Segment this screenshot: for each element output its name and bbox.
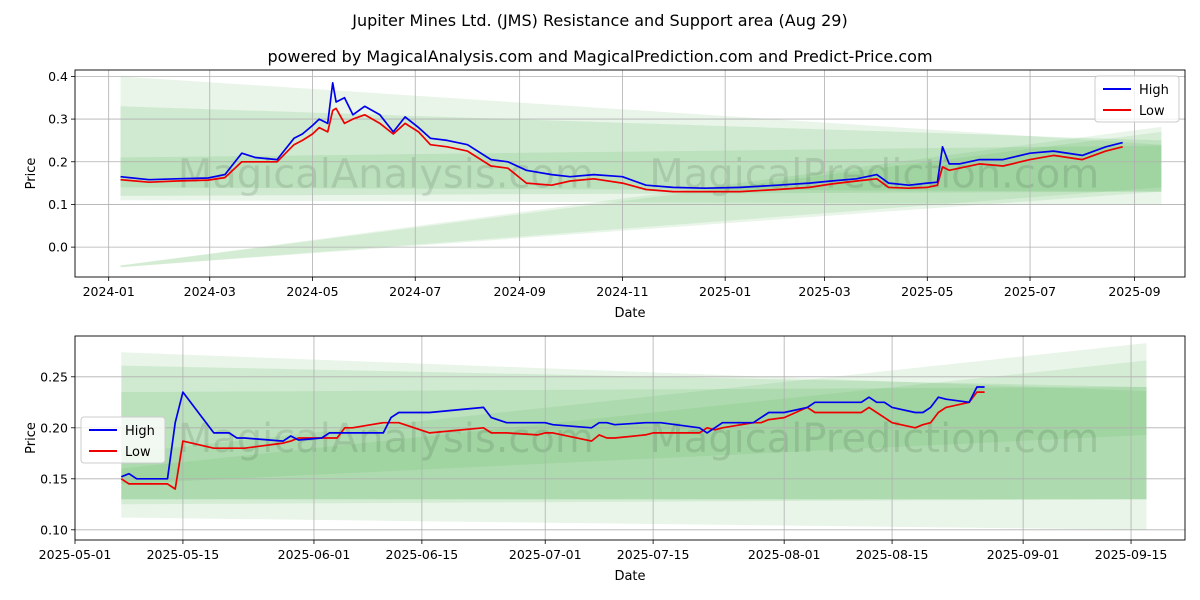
series-layer bbox=[120, 386, 985, 490]
legend-label-low: Low bbox=[125, 445, 151, 460]
series-line-high bbox=[120, 386, 985, 480]
chart-panel-1: MagicalAnalysis.com MagicalPrediction.com… bbox=[24, 69, 1186, 321]
support-resistance-band-3 bbox=[120, 145, 1162, 196]
legend-label-high: High bbox=[1139, 83, 1169, 98]
x-tick-label: 2025-07 bbox=[1004, 284, 1056, 299]
x-tick-label: 2025-07-01 bbox=[509, 547, 582, 562]
x-tick-label: 2024-07 bbox=[389, 284, 441, 299]
watermark-text: MagicalAnalysis.com bbox=[178, 152, 594, 198]
x-tick-label: 2025-01 bbox=[699, 284, 751, 299]
support-resistance-band-2 bbox=[120, 106, 1162, 192]
y-axis-label: Price bbox=[24, 158, 39, 190]
support-resistance-band-5 bbox=[121, 360, 1147, 484]
x-tick-label: 2025-09-01 bbox=[987, 547, 1060, 562]
y-tick-label: 0.25 bbox=[40, 369, 68, 384]
legend: High Low bbox=[80, 416, 166, 464]
x-axis-label: Date bbox=[614, 569, 645, 584]
y-tick-label: 0.20 bbox=[40, 420, 68, 435]
legend-label-low: Low bbox=[1139, 104, 1165, 119]
x-axis-label: Date bbox=[614, 306, 645, 321]
series-line-low bbox=[120, 391, 985, 490]
series-layer bbox=[120, 81, 1123, 193]
x-tick-label: 2024-05 bbox=[286, 284, 338, 299]
x-tick-label: 2024-11 bbox=[596, 284, 648, 299]
y-tick-label: 0.4 bbox=[48, 69, 68, 84]
plot-frame bbox=[74, 69, 1186, 278]
support-resistance-band-1 bbox=[121, 352, 1147, 530]
x-tick-label: 2025-08-01 bbox=[748, 547, 821, 562]
support-resistance-band-5 bbox=[120, 131, 1162, 268]
bands-layer bbox=[120, 76, 1162, 268]
support-resistance-band-3 bbox=[121, 387, 1147, 500]
y-tick-label: 0.1 bbox=[48, 197, 68, 212]
y-tick-label: 0.3 bbox=[48, 112, 68, 127]
watermark-text: MagicalPrediction.com bbox=[649, 416, 1099, 462]
y-tick-label: 0.10 bbox=[40, 522, 68, 537]
y-tick-label: 0.0 bbox=[48, 240, 68, 255]
y-tick-label: 0.2 bbox=[48, 154, 68, 169]
x-tick-label: 2024-01 bbox=[83, 284, 135, 299]
x-tick-label: 2024-09 bbox=[494, 284, 546, 299]
series-line-low bbox=[120, 107, 1123, 193]
legend-label-high: High bbox=[125, 424, 155, 439]
x-tick-label: 2024-03 bbox=[184, 284, 236, 299]
support-resistance-band-2 bbox=[121, 365, 1147, 500]
chart-title: Jupiter Mines Ltd. (JMS) Resistance and … bbox=[351, 11, 847, 30]
series-line-high bbox=[120, 81, 1123, 190]
y-tick-label: 0.15 bbox=[40, 471, 68, 486]
x-tick-label: 2025-03 bbox=[798, 284, 850, 299]
chart-subtitle: powered by MagicalAnalysis.com and Magic… bbox=[267, 47, 932, 66]
x-tick-label: 2025-06-15 bbox=[386, 547, 459, 562]
x-tick-label: 2025-09 bbox=[1108, 284, 1160, 299]
plot-frame bbox=[74, 335, 1186, 541]
legend: High Low bbox=[1094, 75, 1180, 123]
x-tick-label: 2025-05-15 bbox=[147, 547, 220, 562]
x-tick-label: 2025-05-01 bbox=[39, 547, 112, 562]
bands-layer bbox=[121, 343, 1147, 530]
x-tick-label: 2025-09-15 bbox=[1095, 547, 1168, 562]
x-tick-label: 2025-07-15 bbox=[617, 547, 690, 562]
support-resistance-band-1 bbox=[120, 76, 1162, 205]
x-tick-label: 2025-08-15 bbox=[856, 547, 929, 562]
y-axis-label: Price bbox=[24, 422, 39, 454]
x-tick-label: 2025-05 bbox=[901, 284, 953, 299]
chart-panel-2: MagicalAnalysis.com MagicalPrediction.com… bbox=[24, 335, 1186, 584]
x-tick-label: 2025-06-01 bbox=[278, 547, 351, 562]
